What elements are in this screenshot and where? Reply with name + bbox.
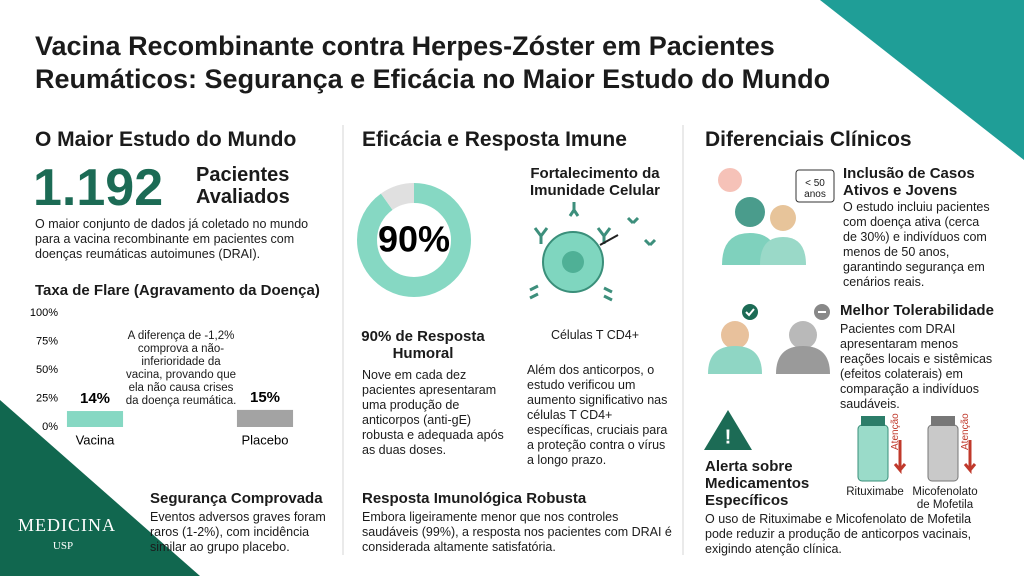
- subheading: Alerta sobre Medicamentos Específicos: [705, 458, 810, 509]
- paragraph: O estudo incluiu pacientes com doença at…: [843, 200, 990, 289]
- logo-sub: USP: [52, 540, 74, 552]
- subheading: 90% de Resposta Humoral: [361, 328, 485, 362]
- svg-text:!: !: [725, 426, 732, 448]
- warning-label: Atenção: [890, 413, 901, 450]
- paragraph: Eventos adversos graves foram raros (1-2…: [150, 510, 326, 554]
- section-heading: Eficácia e Resposta Imune: [362, 128, 627, 151]
- caption: Células T CD4+: [550, 328, 640, 342]
- paragraph: O maior conjunto de dados já coletado no…: [35, 217, 309, 261]
- big-label: Pacientes Avaliados: [196, 164, 290, 208]
- paragraph: Embora ligeiramente menor que nos contro…: [362, 510, 672, 554]
- paragraph: Além dos anticorpos, o estudo verificou …: [527, 363, 668, 467]
- subheading: Inclusão de Casos Ativos e Jovens: [843, 165, 975, 199]
- paragraph: Nove em cada dez pacientes apresentaram …: [362, 368, 504, 457]
- vial-label: Rituximabe: [846, 486, 904, 498]
- chart-title: Taxa de Flare (Agravamento da Doença): [35, 282, 320, 299]
- paragraph: O uso de Rituximabe e Micofenolato de Mo…: [705, 512, 972, 556]
- title: Vacina Recombinante contra Herpes-Zóster…: [35, 31, 831, 94]
- subheading: Fortalecimento da Imunidade Celular: [529, 165, 661, 199]
- subheading: Resposta Imunológica Robusta: [362, 490, 587, 507]
- warning-label: Atenção: [960, 413, 971, 450]
- annotation: A diferença de -1,2% comprova a não-infe…: [125, 330, 237, 407]
- section-heading: Diferenciais Clínicos: [705, 128, 912, 151]
- subheading: Melhor Tolerabilidade: [840, 302, 994, 319]
- big-number: 1.192: [33, 159, 164, 217]
- logo: MEDICINA: [18, 515, 116, 535]
- subheading: Segurança Comprovada: [150, 490, 323, 507]
- badge: < 50 anos: [804, 178, 826, 200]
- vial-label: Micofenolato de Mofetila: [912, 486, 978, 511]
- paragraph: Pacientes com DRAI apresentaram menos re…: [840, 322, 993, 411]
- section-heading: O Maior Estudo do Mundo: [35, 128, 297, 151]
